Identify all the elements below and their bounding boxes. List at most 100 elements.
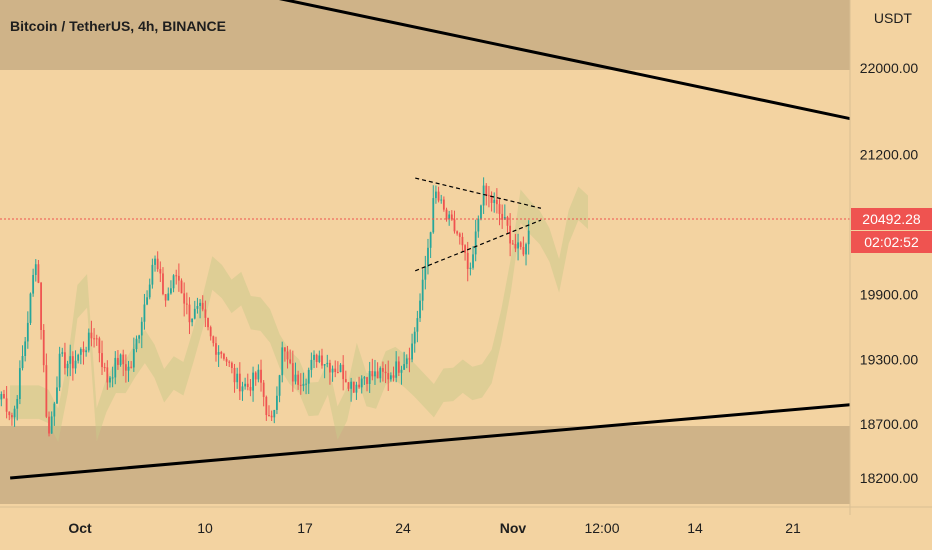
candle-body <box>382 368 384 372</box>
candle-body <box>93 338 95 340</box>
candle-body <box>480 205 482 219</box>
candle-body <box>283 347 286 352</box>
candle-body <box>117 357 119 365</box>
candle-body <box>456 231 459 234</box>
candle-body <box>477 218 480 232</box>
candle-body <box>514 244 517 249</box>
candle-body <box>299 384 302 386</box>
candle-body <box>321 355 323 366</box>
candle-body <box>193 308 196 319</box>
candle-body <box>368 371 371 384</box>
candle-body <box>175 275 178 277</box>
candle-body <box>352 381 355 393</box>
candle-body <box>435 191 437 199</box>
candle-body <box>164 294 167 301</box>
candle-body <box>74 360 77 369</box>
candle-body <box>183 293 186 304</box>
candle-body <box>360 378 363 388</box>
candle-body <box>69 356 72 364</box>
candle-body <box>517 242 519 249</box>
candle-body <box>71 356 74 369</box>
candle-body <box>411 343 413 360</box>
candle-body <box>384 371 387 374</box>
candle-body <box>503 217 506 220</box>
candle-body <box>371 371 374 377</box>
major-trendline <box>278 0 850 121</box>
y-tick-label: 19300.00 <box>860 351 919 367</box>
candle-body <box>11 415 13 418</box>
y-tick-label: 18200.00 <box>860 470 919 486</box>
candle-body <box>13 408 16 418</box>
candle-body <box>209 327 212 337</box>
candle-body <box>482 185 485 206</box>
candle-body <box>0 394 3 400</box>
candle-body <box>5 398 8 412</box>
candle-body <box>318 355 321 362</box>
x-tick-label: 14 <box>687 520 703 536</box>
candle-body <box>177 275 180 281</box>
candle-body <box>413 331 416 344</box>
candle-body <box>26 322 29 342</box>
candle-body <box>50 416 53 434</box>
candle-body <box>132 349 135 368</box>
support-zone <box>0 426 850 504</box>
candle-body <box>525 244 527 255</box>
candle-body <box>408 358 411 360</box>
candle-body <box>217 352 220 355</box>
candle-body <box>331 368 334 373</box>
candle-body <box>230 362 233 368</box>
candle-body <box>188 304 191 323</box>
candle-body <box>501 213 504 220</box>
candle-body <box>334 368 337 373</box>
candle-body <box>249 386 252 391</box>
candle-body <box>151 264 154 285</box>
x-tick-label: 12:00 <box>584 520 619 536</box>
candle-body <box>395 361 398 378</box>
candle-body <box>223 353 225 359</box>
y-tick-label: 22000.00 <box>860 60 919 76</box>
triangle-trendline <box>415 177 542 209</box>
candle-body <box>87 332 90 351</box>
y-tick-label: 19900.00 <box>860 287 919 303</box>
candle-body <box>268 415 270 417</box>
candle-body <box>350 381 353 389</box>
candle-body <box>56 387 58 404</box>
candle-body <box>246 383 249 387</box>
chart-title: Bitcoin / TetherUS, 4h, BINANCE <box>10 18 226 34</box>
candle-body <box>79 349 82 355</box>
candle-body <box>225 358 228 362</box>
candle-body <box>53 403 56 417</box>
candle-body <box>490 196 493 203</box>
candle-body <box>389 375 392 380</box>
candlestick-series <box>0 177 530 437</box>
candle-body <box>130 366 133 368</box>
trendlines <box>10 0 850 480</box>
candle-body <box>421 279 424 301</box>
candle-body <box>64 352 66 369</box>
candle-body <box>339 364 342 373</box>
candle-body <box>307 369 310 384</box>
candle-body <box>162 273 164 295</box>
candle-body <box>427 247 429 267</box>
candle-body <box>472 254 474 268</box>
candle-body <box>233 367 236 383</box>
price-axis-background <box>850 0 932 550</box>
candle-body <box>289 359 292 364</box>
candle-body <box>493 199 496 203</box>
candle-body <box>273 409 276 418</box>
candle-body <box>185 303 188 305</box>
candle-body <box>405 358 408 365</box>
candle-body <box>154 258 156 265</box>
candle-body <box>127 366 130 371</box>
candle-body <box>506 217 509 226</box>
candle-body <box>458 233 461 237</box>
cloud-area <box>10 186 588 443</box>
candle-body <box>42 330 45 366</box>
candle-body <box>204 309 207 318</box>
candle-body <box>159 269 162 274</box>
candle-body <box>21 356 24 369</box>
candle-body <box>387 373 390 380</box>
candle-body <box>326 362 329 365</box>
candle-body <box>445 209 448 220</box>
